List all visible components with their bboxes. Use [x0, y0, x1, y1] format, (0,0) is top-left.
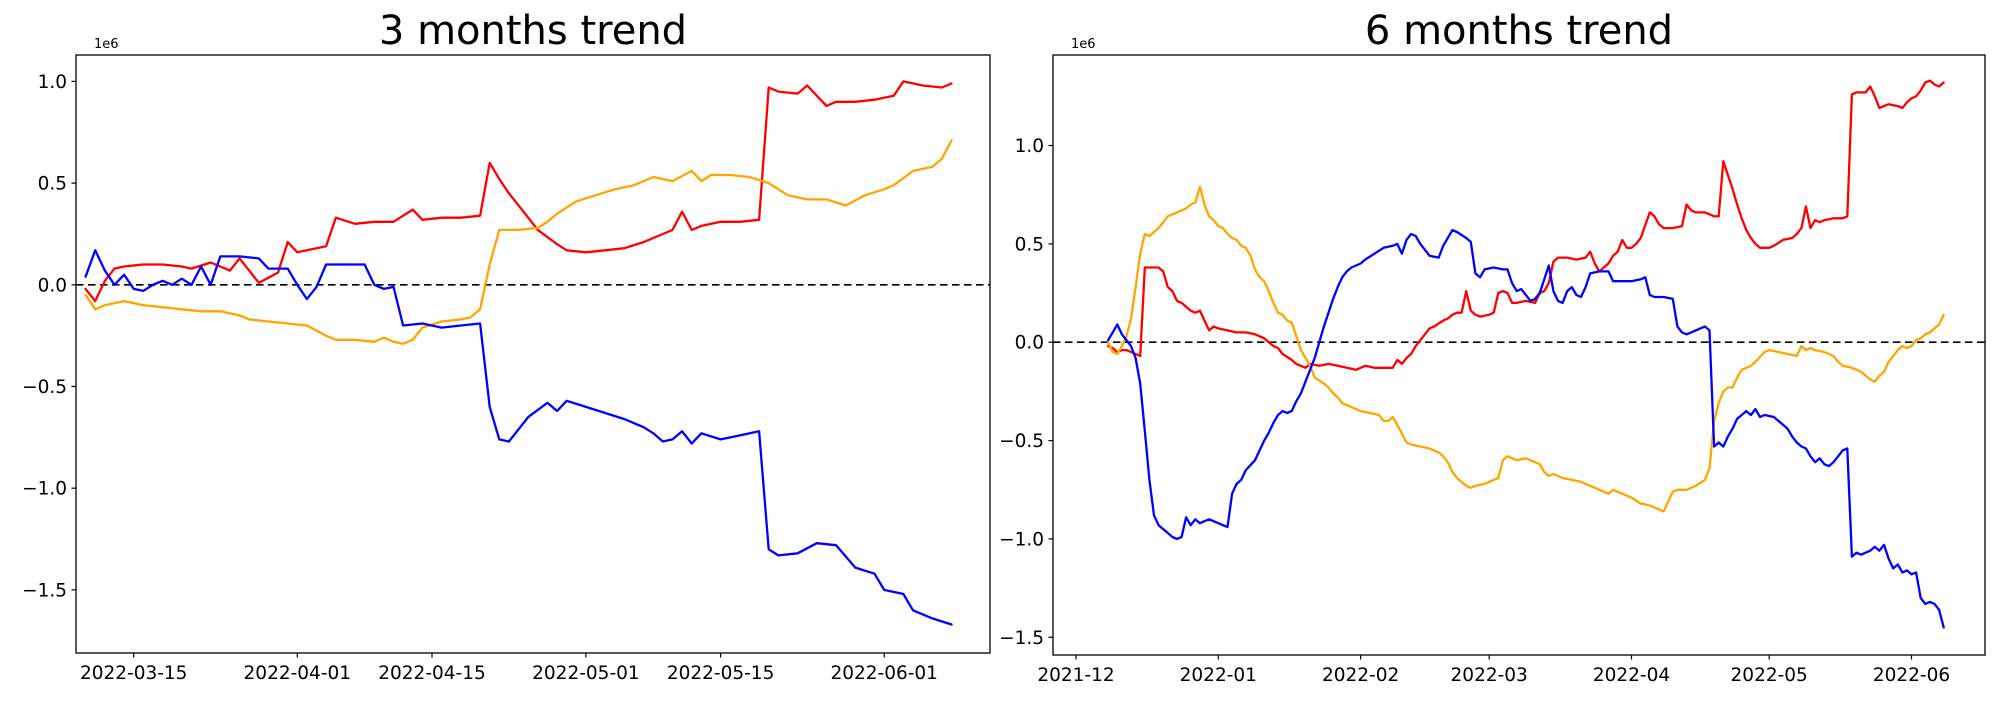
- chart-title-3-months: 3 months trend: [379, 8, 687, 54]
- series-red-line: [1106, 79, 1945, 371]
- y-tick-label: 1.0: [38, 72, 67, 93]
- y-tick-label: −0.5: [22, 377, 67, 398]
- axes-spines: [1052, 54, 1986, 656]
- series-red-line: [84, 80, 953, 303]
- chart-title-6-months: 6 months trend: [1365, 8, 1673, 54]
- axes-spines: [75, 54, 991, 654]
- x-tick-label: 2022-04: [1593, 665, 1670, 686]
- y-tick-label: 0.0: [38, 275, 67, 296]
- x-tick-label: 2022-05-01: [532, 663, 640, 684]
- series-blue-line: [1106, 228, 1945, 629]
- y-axis-offset-label: 1e6: [1071, 37, 1096, 52]
- y-tick-label: 0.0: [1015, 333, 1044, 354]
- x-tick-label: 2022-04-01: [244, 663, 352, 684]
- x-tick-label: 2022-03-15: [80, 663, 188, 684]
- y-tick-label: −1.0: [999, 529, 1044, 550]
- x-tick-label: 2021-12: [1037, 665, 1114, 686]
- y-tick-label: 0.5: [1015, 234, 1044, 255]
- x-tick-label: 2022-06: [1873, 665, 1950, 686]
- x-tick-label: 2022-05: [1731, 665, 1808, 686]
- y-tick-label: −1.5: [999, 628, 1044, 649]
- x-tick-label: 2022-05-15: [667, 663, 775, 684]
- y-axis-offset-label: 1e6: [94, 37, 119, 52]
- y-tick-label: 0.5: [38, 174, 67, 195]
- y-tick-label: −1.5: [22, 580, 67, 601]
- series-blue-line: [84, 249, 953, 626]
- x-tick-label: 2022-02: [1322, 665, 1399, 686]
- series-orange-line: [84, 139, 953, 345]
- chart-6-months-trend: 2021-12 2022-01 2022-02 2022-03 2022-04 2022-…: [999, 37, 1986, 686]
- series-orange-line: [1106, 185, 1945, 513]
- x-tick-label: 2022-01: [1180, 665, 1257, 686]
- y-tick-label: −1.0: [22, 479, 67, 500]
- chart-3-months-trend: 2022-03-15 2022-04-01 2022-04-15 2022-05-01…: [22, 37, 991, 684]
- y-tick-label: −0.5: [999, 431, 1044, 452]
- x-tick-label: 2022-03: [1451, 665, 1528, 686]
- x-tick-label: 2022-04-15: [378, 663, 486, 684]
- x-tick-label: 2022-06-01: [830, 663, 938, 684]
- y-tick-label: 1.0: [1015, 136, 1044, 157]
